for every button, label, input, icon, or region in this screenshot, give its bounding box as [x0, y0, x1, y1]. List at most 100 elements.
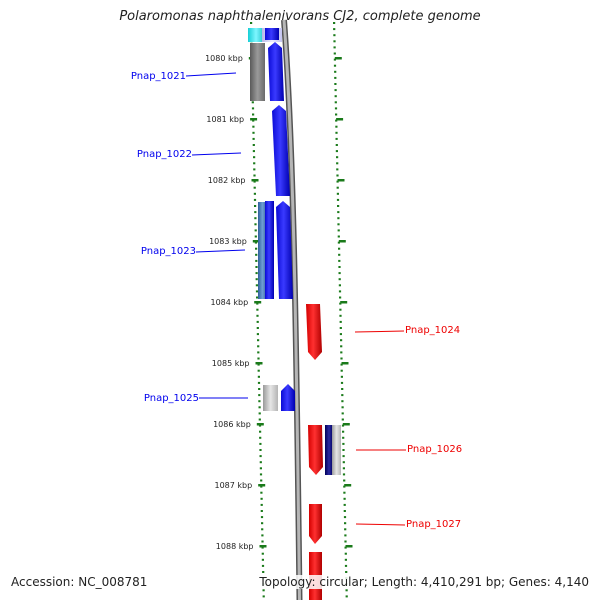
scale-dot	[341, 394, 344, 397]
scale-dot	[333, 52, 336, 55]
scale-dot	[255, 259, 258, 262]
gene-label-pnap-1024[interactable]: Pnap_1024	[405, 325, 460, 336]
major-tick-left	[250, 118, 258, 121]
scale-dot	[340, 375, 343, 378]
tick-label: 1088 kbp	[216, 542, 254, 551]
scale-dot	[255, 278, 258, 281]
scale-dot	[335, 119, 338, 122]
scale-dot	[258, 388, 261, 390]
tick-label: 1081 kbp	[206, 115, 244, 124]
scale-dot	[335, 150, 338, 153]
topology-text: Topology: circular; Length: 4,410,291 bp…	[257, 575, 591, 589]
scale-dot	[260, 503, 263, 506]
scale-dot	[336, 198, 340, 201]
scale-dot	[335, 131, 338, 134]
scale-dot	[258, 406, 261, 409]
scale-dot	[340, 363, 343, 366]
scale-dot	[340, 381, 344, 384]
scale-dot	[253, 198, 257, 201]
cyan-feature	[248, 28, 264, 42]
scale-dot	[342, 442, 345, 445]
scale-dot	[262, 571, 265, 573]
scale-dot	[337, 229, 340, 232]
major-tick-left	[251, 179, 259, 182]
scale-dot	[254, 241, 257, 244]
scale-dot	[261, 540, 264, 543]
scale-dot	[334, 95, 337, 98]
steel-feature-1023	[258, 202, 267, 299]
scale-dot	[338, 278, 341, 281]
scale-dot	[261, 522, 264, 525]
scale-dot	[255, 253, 258, 256]
scale-dot	[344, 552, 347, 555]
scale-dot	[252, 150, 255, 153]
major-tick-right	[334, 57, 342, 60]
gene-arrow-1026	[308, 425, 323, 475]
gene-label-pnap-1022[interactable]: Pnap_1022	[137, 149, 192, 160]
gene-label-pnap-1026[interactable]: Pnap_1026	[407, 444, 462, 455]
scale-dot	[258, 418, 261, 421]
scale-dot	[254, 235, 257, 238]
scale-dot	[343, 491, 346, 494]
gray-feature-1026	[332, 425, 341, 475]
gene-label-pnap-1027[interactable]: Pnap_1027	[406, 519, 461, 530]
gene-leader-line	[195, 249, 246, 253]
scale-dot	[254, 223, 257, 226]
scale-dot	[252, 125, 255, 128]
scale-dot	[253, 192, 256, 195]
scale-dot	[260, 497, 263, 500]
scale-dot	[334, 107, 338, 110]
scale-dot	[253, 168, 256, 171]
major-tick-left	[252, 240, 260, 243]
scale-dot	[260, 491, 263, 494]
gene-label-pnap-1025[interactable]: Pnap_1025	[144, 393, 199, 404]
scale-dot	[333, 28, 336, 31]
scale-dot	[338, 284, 341, 287]
tick-label: 1086 kbp	[213, 420, 251, 429]
scale-dot	[343, 485, 346, 488]
gene-label-pnap-1023[interactable]: Pnap_1023	[141, 246, 196, 257]
scale-dot	[338, 272, 341, 275]
scale-dot	[333, 22, 336, 24]
lightgray-feature-1025	[263, 385, 278, 411]
tick-label: 1080 kbp	[205, 54, 243, 63]
cds-feature-top	[265, 28, 279, 40]
scale-dot	[334, 89, 337, 92]
scale-dot	[344, 522, 347, 525]
gene-leader-line	[354, 330, 405, 333]
scale-dot	[337, 241, 340, 244]
scale-dot	[337, 217, 340, 220]
major-tick-right	[344, 484, 352, 487]
scale-dot	[339, 333, 342, 336]
scale-dot	[259, 467, 262, 470]
scale-dot	[257, 381, 261, 384]
gene-arrow-1024	[306, 304, 322, 360]
scale-dot	[341, 406, 344, 409]
scale-dot	[261, 552, 264, 555]
scale-dot	[339, 296, 342, 299]
gene-bar-1023	[265, 201, 274, 299]
scale-dot	[256, 302, 259, 305]
scale-dot	[261, 546, 264, 549]
scale-dot	[342, 436, 345, 439]
scale-dot	[344, 534, 347, 537]
gene-leader-line	[185, 72, 237, 77]
scale-dot	[257, 369, 260, 372]
tick-label: 1087 kbp	[214, 481, 252, 490]
scale-dot	[343, 510, 346, 512]
accession-text: Accession: NC_008781	[9, 575, 150, 589]
gene-arrow-1021	[268, 42, 284, 101]
gene-arrow-1027	[309, 504, 322, 544]
scale-dot	[256, 320, 259, 323]
gene-label-pnap-1021[interactable]: Pnap_1021	[131, 71, 186, 82]
scale-dot	[345, 595, 348, 598]
scale-dot	[256, 308, 259, 311]
scale-dot	[254, 211, 257, 214]
scale-dot	[340, 339, 343, 342]
scale-dot	[258, 394, 261, 397]
scale-dot	[257, 357, 260, 360]
scale-dot	[344, 564, 348, 567]
scale-dot	[261, 558, 264, 561]
scale-dot	[343, 479, 346, 482]
scale-dot	[341, 418, 344, 421]
